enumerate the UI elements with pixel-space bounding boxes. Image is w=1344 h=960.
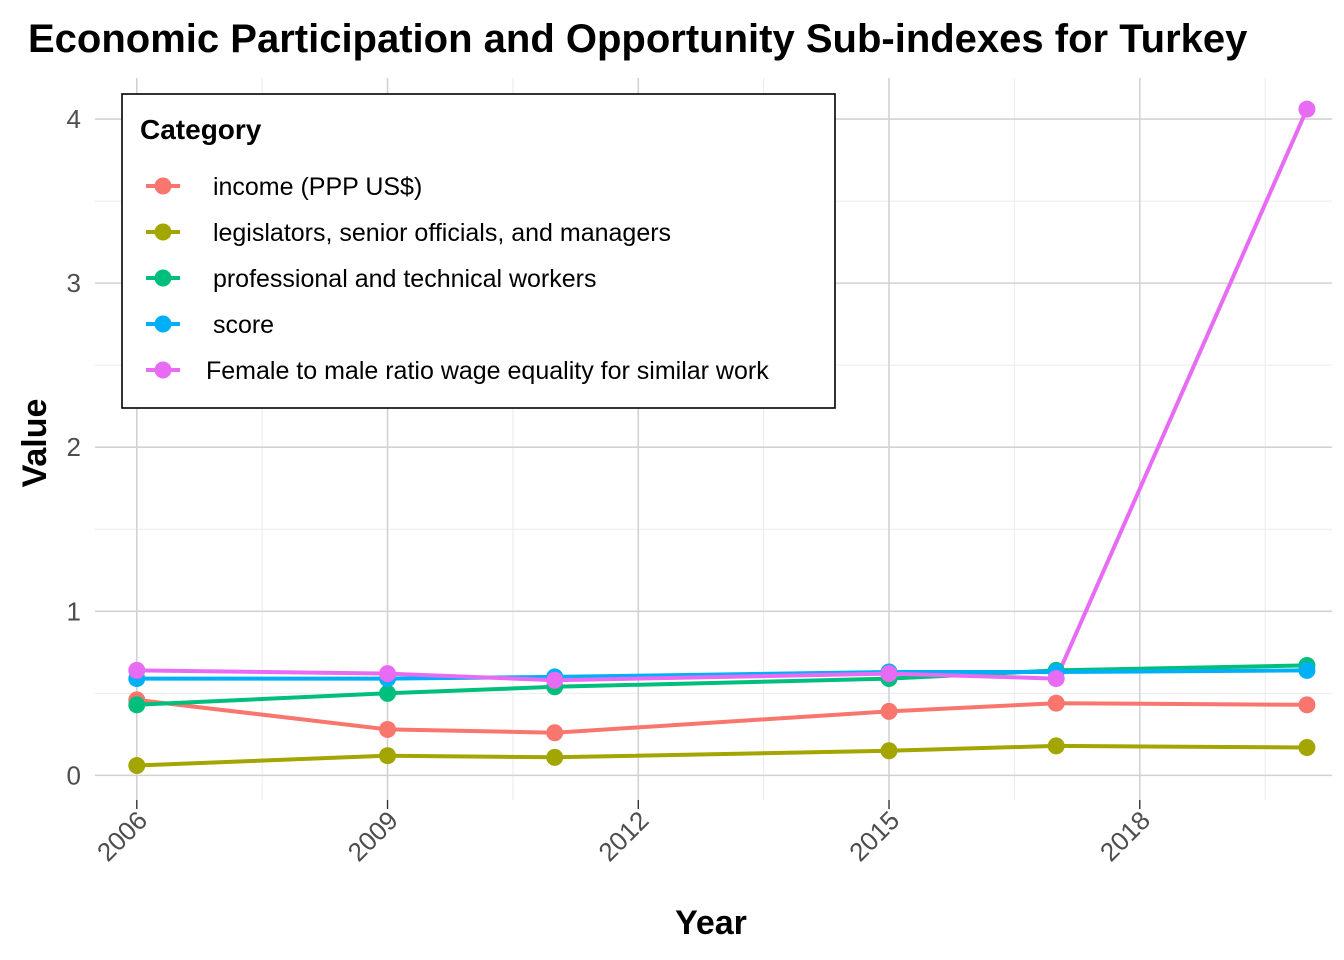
series-lines (136, 108, 1309, 768)
legend-title: Category (140, 114, 262, 145)
y-tick-label: 2 (67, 432, 81, 462)
legend-label: income (PPP US$) (206, 173, 422, 201)
data-point (128, 696, 146, 714)
data-point (880, 702, 898, 720)
data-point (880, 665, 898, 683)
x-tick-label: 2015 (843, 805, 905, 867)
data-point (1298, 661, 1316, 679)
legend-label: score (206, 311, 274, 339)
series-line-1 (136, 743, 1307, 768)
chart-title: Economic Participation and Opportunity S… (28, 17, 1248, 61)
y-tick-label: 3 (67, 268, 81, 298)
legend-label: professional and technical workers (206, 265, 596, 293)
x-axis-title: Year (675, 904, 747, 942)
legend: Category income (PPP US$) legislators, s… (121, 93, 836, 409)
data-point (1298, 738, 1316, 756)
x-tick-label: 2006 (91, 805, 153, 867)
data-point (1047, 670, 1065, 688)
series-line-2 (136, 663, 1307, 707)
legend-label: legislators, senior officials, and manag… (206, 219, 671, 247)
x-tick-label: 2012 (592, 805, 654, 867)
legend-label: Female to male ratio wage equality for s… (206, 357, 769, 385)
legend-key-point (154, 269, 172, 287)
data-point (128, 757, 146, 775)
y-tick-label: 1 (67, 596, 81, 626)
series-line-3 (136, 668, 1307, 681)
legend-key-point (154, 223, 172, 241)
data-point (379, 720, 397, 738)
legend-box (121, 93, 836, 409)
data-point (546, 671, 564, 689)
y-tick-label: 4 (67, 104, 81, 134)
legend-items: income (PPP US$) legislators, senior off… (146, 173, 769, 385)
data-point (379, 665, 397, 683)
data-point (546, 724, 564, 742)
data-point (1047, 737, 1065, 755)
y-tick-label: 0 (67, 760, 81, 790)
data-point (1298, 696, 1316, 714)
data-point (379, 747, 397, 765)
x-tick-label: 2018 (1094, 805, 1156, 867)
series-line-4 (136, 108, 1309, 683)
series-line-0 (136, 697, 1307, 735)
legend-key-point (154, 177, 172, 195)
data-point (1047, 694, 1065, 712)
data-point (379, 684, 397, 702)
data-point (128, 661, 146, 679)
data-point (546, 748, 564, 766)
series-points (128, 100, 1316, 775)
data-point (880, 742, 898, 760)
legend-key-point (154, 315, 172, 333)
legend-key-point (154, 361, 172, 379)
x-tick-label: 2009 (342, 805, 404, 867)
data-point (1298, 100, 1316, 118)
y-axis-title: Value (16, 399, 54, 488)
